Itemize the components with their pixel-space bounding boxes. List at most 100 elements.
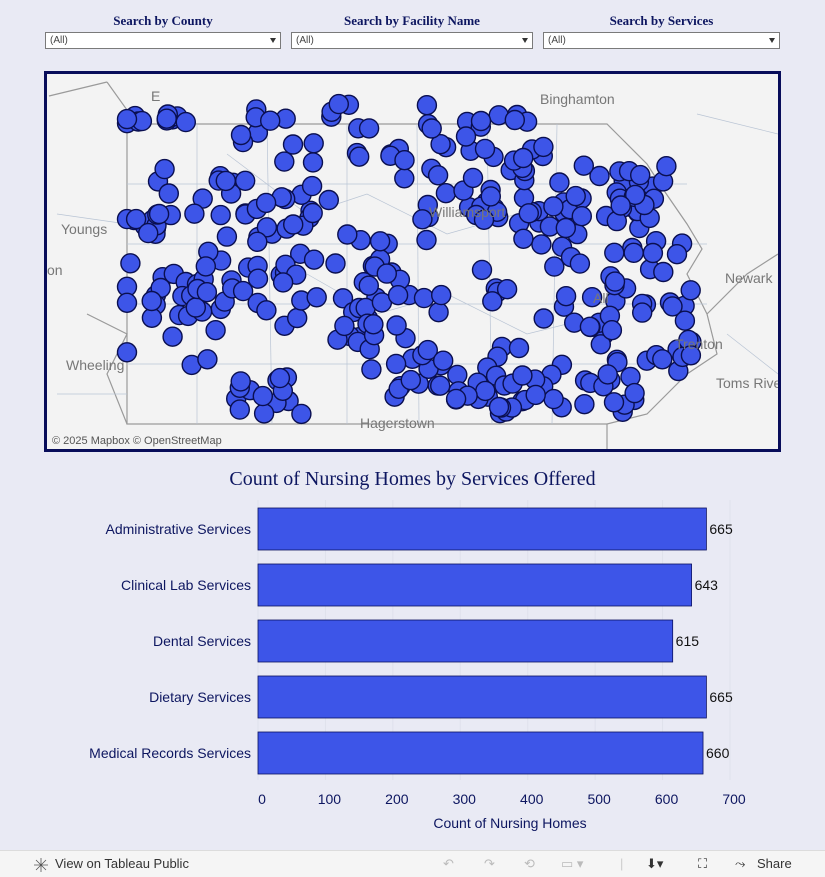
- undo-icon[interactable]: ↶: [443, 856, 454, 871]
- facility-marker[interactable]: [488, 396, 510, 418]
- facility-marker[interactable]: [274, 151, 295, 172]
- facility-marker[interactable]: [253, 403, 275, 424]
- facility-marker[interactable]: [480, 186, 501, 207]
- facility-marker[interactable]: [369, 231, 391, 252]
- facility-marker[interactable]: [229, 399, 251, 420]
- facility-marker[interactable]: [230, 124, 252, 146]
- facility-marker[interactable]: [412, 209, 433, 230]
- facility-marker[interactable]: [555, 217, 576, 239]
- facility-marker[interactable]: [623, 242, 644, 264]
- facility-marker[interactable]: [555, 285, 577, 307]
- tableau-logo-icon[interactable]: [33, 857, 49, 876]
- facility-marker[interactable]: [255, 192, 277, 214]
- facility-marker[interactable]: [137, 222, 159, 244]
- facility-marker[interactable]: [574, 394, 595, 415]
- facility-marker[interactable]: [543, 196, 564, 217]
- facility-marker[interactable]: [394, 149, 415, 171]
- facility-marker[interactable]: [666, 243, 688, 265]
- facility-marker[interactable]: [601, 320, 623, 341]
- facility-marker[interactable]: [565, 185, 586, 207]
- facility-marker[interactable]: [301, 175, 323, 197]
- facility-marker[interactable]: [306, 287, 327, 308]
- facility-marker[interactable]: [318, 189, 339, 211]
- facility-marker[interactable]: [234, 170, 256, 192]
- facility-marker[interactable]: [531, 234, 552, 255]
- facility-marker[interactable]: [252, 385, 274, 407]
- facility-markers[interactable]: [116, 93, 702, 425]
- facility-marker[interactable]: [116, 108, 138, 130]
- bar[interactable]: [257, 731, 704, 775]
- facility-marker[interactable]: [433, 350, 454, 371]
- facility-marker[interactable]: [216, 226, 238, 247]
- facility-marker[interactable]: [417, 339, 438, 361]
- facility-marker[interactable]: [549, 172, 570, 193]
- facility-marker[interactable]: [141, 290, 162, 312]
- facility-marker[interactable]: [302, 202, 323, 224]
- facility-marker[interactable]: [256, 300, 277, 321]
- bar[interactable]: [257, 507, 707, 551]
- facility-marker[interactable]: [653, 261, 674, 283]
- facility-marker[interactable]: [579, 316, 601, 338]
- facility-marker[interactable]: [303, 249, 325, 270]
- facility-marker[interactable]: [543, 388, 564, 410]
- facility-marker[interactable]: [471, 259, 493, 281]
- facility-marker[interactable]: [430, 133, 451, 155]
- facility-marker[interactable]: [328, 93, 349, 115]
- facility-marker[interactable]: [474, 138, 496, 160]
- facility-marker[interactable]: [303, 133, 324, 154]
- facility-marker[interactable]: [154, 158, 175, 180]
- facility-marker[interactable]: [387, 284, 409, 306]
- facility-marker[interactable]: [533, 308, 554, 329]
- bar[interactable]: [257, 619, 674, 663]
- facility-map[interactable]: Binghamton Youngs Williamsport Newark Wh…: [44, 71, 781, 452]
- facility-marker[interactable]: [504, 109, 525, 131]
- facility-marker[interactable]: [470, 110, 492, 132]
- facility-marker[interactable]: [282, 214, 304, 235]
- facility-marker[interactable]: [573, 155, 594, 176]
- facility-marker[interactable]: [680, 280, 701, 301]
- facility-marker[interactable]: [435, 182, 457, 204]
- facility-marker[interactable]: [597, 364, 618, 385]
- facility-marker[interactable]: [116, 292, 138, 314]
- facility-marker[interactable]: [376, 263, 397, 284]
- facility-marker[interactable]: [291, 403, 312, 425]
- facility-marker[interactable]: [625, 184, 646, 206]
- facility-marker[interactable]: [116, 342, 138, 363]
- facility-marker[interactable]: [496, 278, 518, 300]
- facility-marker[interactable]: [195, 256, 217, 277]
- facility-marker[interactable]: [632, 302, 653, 323]
- facility-marker[interactable]: [513, 147, 534, 169]
- facility-marker[interactable]: [247, 268, 269, 289]
- facility-marker[interactable]: [610, 195, 631, 216]
- facility-marker[interactable]: [334, 315, 355, 337]
- facility-marker[interactable]: [513, 228, 534, 250]
- facility-marker[interactable]: [604, 242, 625, 264]
- facility-marker[interactable]: [361, 359, 382, 380]
- facility-marker[interactable]: [156, 108, 177, 129]
- facility-marker[interactable]: [349, 146, 370, 167]
- facility-marker[interactable]: [259, 110, 281, 131]
- facility-marker[interactable]: [569, 253, 591, 274]
- view-on-tableau-link[interactable]: View on Tableau Public: [55, 856, 189, 871]
- facility-marker[interactable]: [421, 118, 442, 139]
- facility-marker[interactable]: [512, 365, 533, 386]
- facility-marker[interactable]: [413, 287, 435, 309]
- facility-marker[interactable]: [462, 167, 484, 189]
- facility-marker[interactable]: [256, 217, 278, 238]
- facility-marker[interactable]: [508, 337, 530, 359]
- facility-marker[interactable]: [332, 288, 354, 309]
- facility-marker[interactable]: [455, 126, 477, 147]
- facility-marker[interactable]: [197, 349, 218, 370]
- facility-marker[interactable]: [652, 349, 673, 370]
- facility-marker[interactable]: [358, 118, 380, 139]
- facility-marker[interactable]: [544, 256, 565, 277]
- county-select[interactable]: (All): [45, 32, 281, 49]
- facility-marker[interactable]: [162, 326, 183, 347]
- facility-marker[interactable]: [416, 229, 437, 251]
- facility-marker[interactable]: [247, 231, 268, 253]
- facility-marker[interactable]: [148, 203, 170, 225]
- facility-marker[interactable]: [232, 280, 254, 302]
- facility-marker[interactable]: [400, 369, 421, 391]
- facility-marker[interactable]: [427, 165, 449, 186]
- facility-marker[interactable]: [430, 375, 451, 396]
